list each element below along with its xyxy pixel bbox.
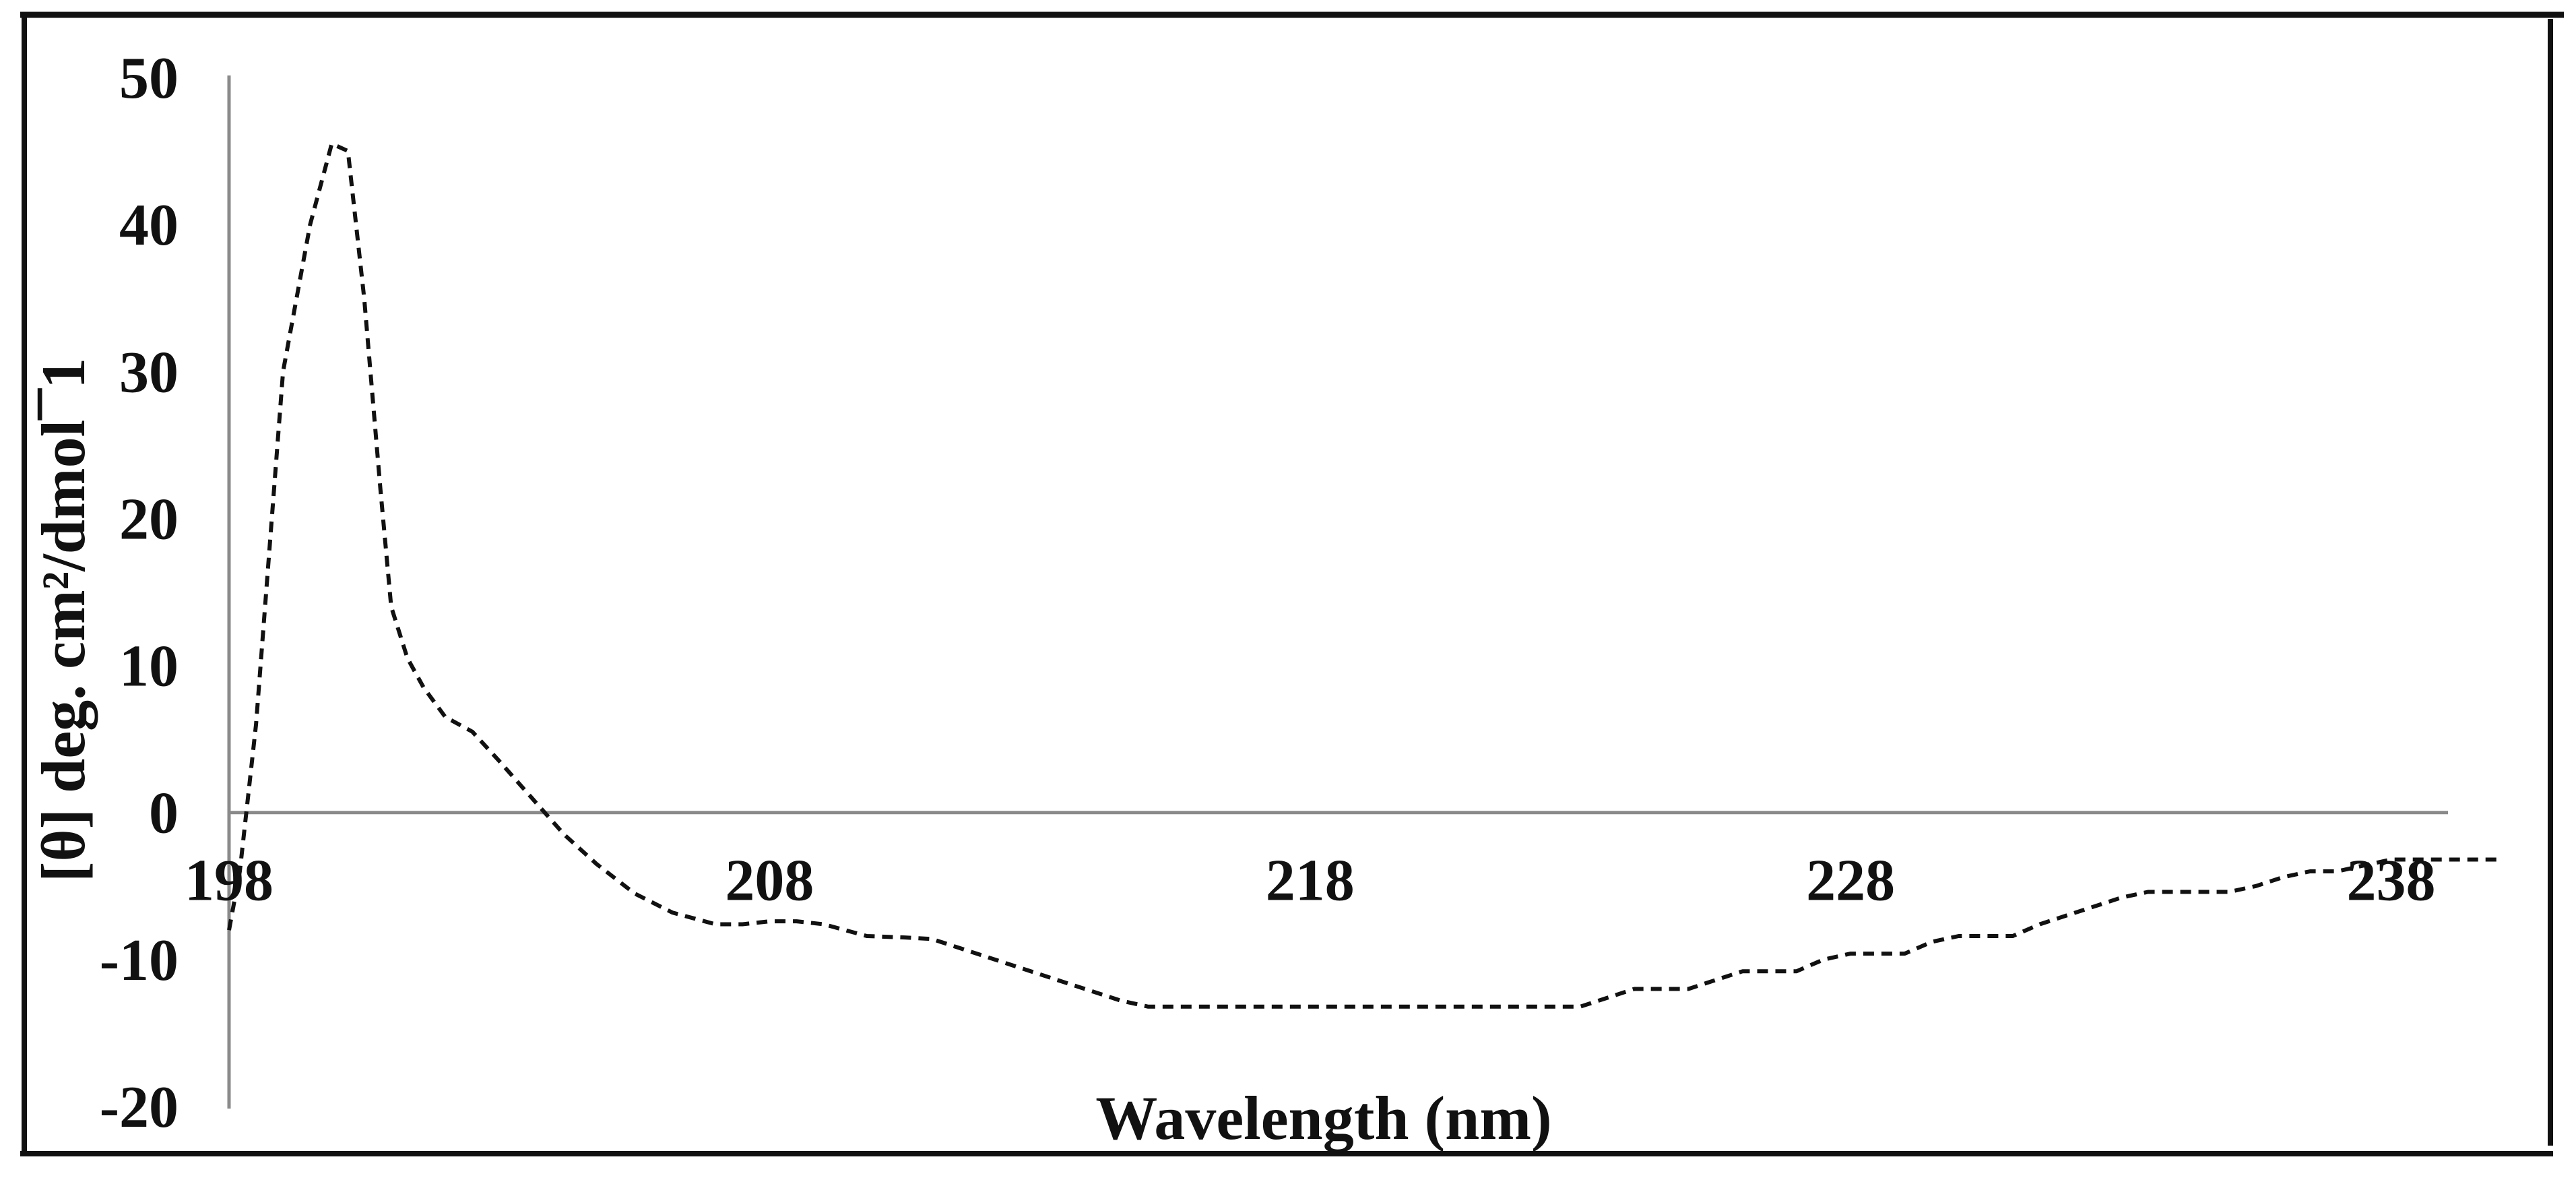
y-tick-label: 0: [149, 781, 179, 846]
y-tick-label: 10: [119, 634, 179, 700]
y-tick-label: 40: [119, 193, 179, 258]
y-tick-label: 30: [119, 340, 179, 405]
x-tick-label: 198: [185, 848, 273, 914]
y-tick-label: -10: [100, 928, 179, 993]
x-tick-label: 228: [1806, 848, 1895, 914]
axes-group: [227, 75, 2448, 1109]
y-tick-label: 50: [119, 46, 179, 111]
y-tick-labels: 50 40 30 20 10 0 -10 -20: [100, 46, 179, 1140]
x-axis-title: Wavelength (nm): [1095, 1084, 1551, 1152]
x-tick-label: 218: [1266, 848, 1355, 914]
x-tick-label: 208: [725, 848, 814, 914]
y-tick-label: -20: [100, 1075, 179, 1140]
x-tick-labels: 198 208 218 228 238: [185, 848, 2436, 914]
y-tick-label: 20: [119, 487, 179, 552]
y-axis-title: [θ] deg. cm²/dmol¯1: [29, 358, 98, 882]
